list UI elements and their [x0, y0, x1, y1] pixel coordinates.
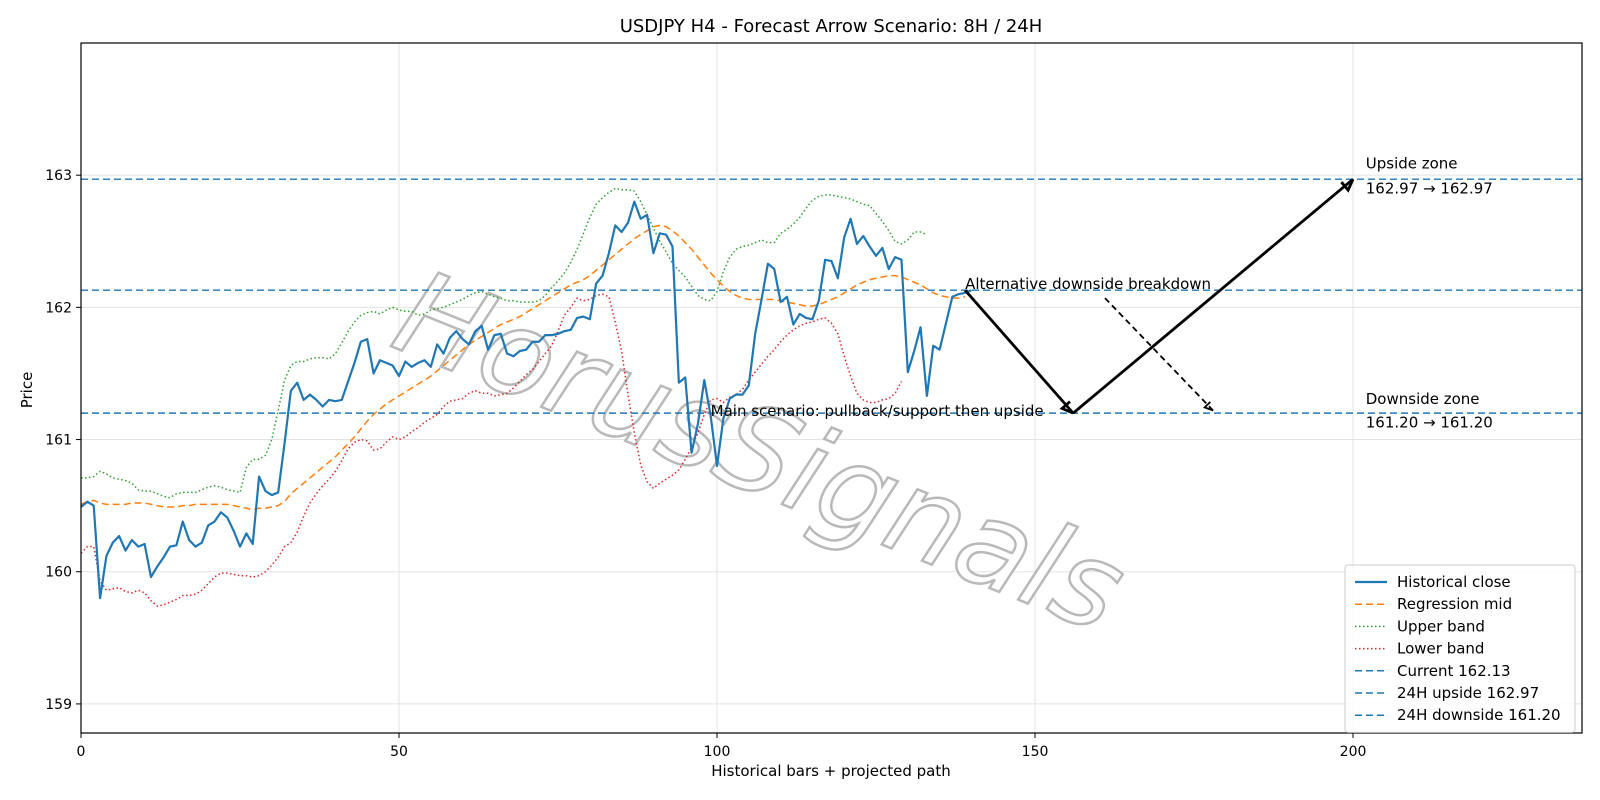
- x-axis-label: Historical bars + projected path: [711, 762, 951, 780]
- series-lines: [80, 187, 972, 607]
- legend: Historical close Regression mid Upper band…: [1344, 564, 1576, 733]
- annotation-text: Upside zone: [1366, 155, 1458, 173]
- annotation-text: Main scenario: pullback/support then ups…: [711, 402, 1044, 420]
- axis-ticks: 0 50 100 150 200 159 160 161 162 163: [45, 168, 1366, 760]
- annotation-text: Downside zone: [1366, 390, 1480, 408]
- y-tick-label: 163: [45, 168, 72, 184]
- series-line: [80, 200, 972, 600]
- legend-label: 24H upside 162.97: [1397, 684, 1539, 702]
- y-axis-label: Price: [18, 372, 36, 409]
- forecast-arrow-head: [1340, 178, 1355, 193]
- legend-box: [1344, 564, 1576, 733]
- y-tick-label: 161: [45, 433, 72, 449]
- x-tick-label: 100: [704, 744, 731, 760]
- annotations: Upside zone 162.97 → 162.97 Alternative do…: [711, 155, 1493, 432]
- forecast-arrow-head: [1059, 400, 1074, 415]
- legend-label: Lower band: [1397, 640, 1484, 658]
- x-tick-label: 200: [1340, 744, 1367, 760]
- legend-label: Upper band: [1397, 617, 1485, 635]
- y-tick-label: 160: [45, 565, 72, 581]
- x-tick-label: 150: [1022, 744, 1049, 760]
- grid: [80, 43, 1582, 733]
- legend-label: Current 162.13: [1397, 662, 1511, 680]
- x-tick-label: 0: [77, 744, 86, 760]
- legend-label: Regression mid: [1397, 595, 1512, 613]
- forecast-arrow-shaft: [1072, 178, 1354, 415]
- forecast-arrows: [964, 178, 1355, 415]
- series-line: [80, 293, 903, 607]
- x-tick-label: 50: [390, 744, 408, 760]
- legend-label: 24H downside 161.20: [1397, 706, 1561, 724]
- forecast-arrow-shaft: [964, 289, 1075, 415]
- y-tick-label: 162: [45, 300, 72, 316]
- legend-label: Historical close: [1397, 573, 1511, 591]
- forecast-arrow-shaft: [1104, 297, 1214, 412]
- series-line: [80, 224, 966, 511]
- y-tick-label: 159: [45, 697, 72, 713]
- reference-lines: [81, 178, 1582, 414]
- annotation-text: 161.20 → 161.20: [1366, 414, 1493, 432]
- forecast-arrow-head: [1203, 401, 1214, 412]
- plot-frame: [80, 42, 1583, 734]
- annotation-text: Alternative downside breakdown: [965, 275, 1211, 293]
- annotation-text: 162.97 → 162.97: [1366, 180, 1493, 198]
- series-line: [81, 187, 928, 499]
- chart-title: USDJPY H4 - Forecast Arrow Scenario: 8H …: [620, 16, 1043, 37]
